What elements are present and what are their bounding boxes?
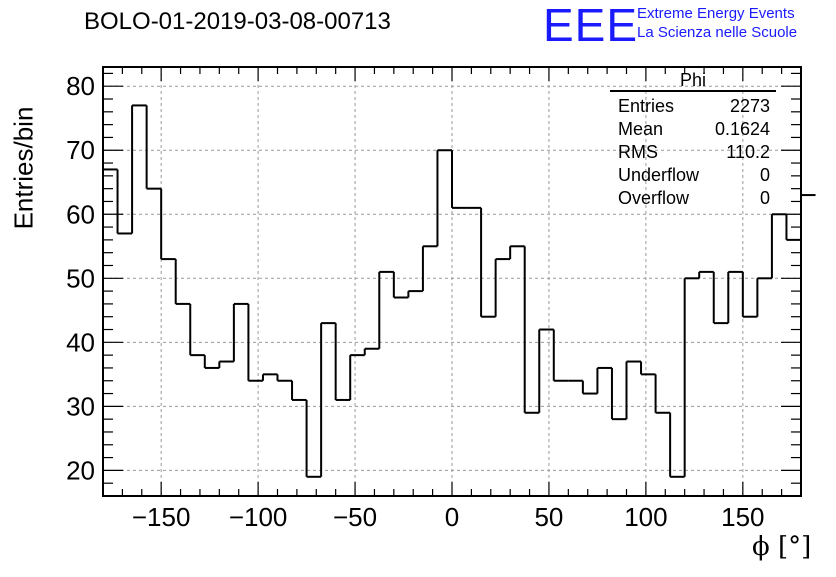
- stats-row-underflow: Underflow 0: [610, 164, 776, 187]
- stats-value: 0.1624: [714, 119, 770, 139]
- x-tick-label: −100: [229, 502, 288, 532]
- y-axis-label-box: Entries/bin: [8, 107, 40, 230]
- x-tick-label: 150: [721, 502, 764, 532]
- stats-row-overflow: Overflow 0: [610, 187, 776, 210]
- logo-caption-line1: Extreme Energy Events: [637, 5, 795, 22]
- x-tick-label: 0: [445, 502, 459, 532]
- x-tick-label: 50: [534, 502, 563, 532]
- stats-box: Phi Entries 2273 Mean 0.1624 RMS 110.2 U…: [610, 70, 776, 210]
- y-tick-label: 20: [66, 455, 95, 485]
- stats-label: Entries: [618, 96, 675, 116]
- stats-label: RMS: [618, 142, 658, 162]
- x-tick-label: −50: [333, 502, 377, 532]
- logo-caption: Extreme Energy Events La Scienza nelle S…: [637, 4, 797, 42]
- x-tick-label: −150: [132, 502, 191, 532]
- y-tick-label: 50: [66, 263, 95, 293]
- eee-logo: EEE: [543, 0, 639, 51]
- stats-box-title: Phi: [610, 70, 776, 92]
- y-tick-label: 80: [66, 71, 95, 101]
- stats-row-entries: Entries 2273: [610, 95, 776, 118]
- stats-value: 0: [759, 165, 770, 185]
- stats-row-rms: RMS 110.2: [610, 141, 776, 164]
- stats-value: 110.2: [726, 142, 770, 162]
- x-axis-label: ϕ [°]: [752, 532, 812, 562]
- stats-value: 0: [759, 188, 770, 208]
- stats-row-mean: Mean 0.1624: [610, 118, 776, 141]
- y-tick-label: 70: [66, 135, 95, 165]
- y-axis-label: Entries/bin: [8, 106, 39, 230]
- logo-caption-line2: La Scienza nelle Scuole: [637, 24, 798, 41]
- y-tick-label: 60: [66, 199, 95, 229]
- x-tick-label: 100: [624, 502, 667, 532]
- stats-label: Mean: [618, 119, 664, 139]
- y-tick-label: 40: [66, 327, 95, 357]
- y-tick-label: 30: [66, 391, 95, 421]
- stats-label: Overflow: [618, 188, 690, 208]
- stats-value: 2273: [729, 96, 770, 116]
- stats-label: Underflow: [618, 165, 700, 185]
- plot-title: BOLO-01-2019-03-08-00713: [84, 8, 391, 35]
